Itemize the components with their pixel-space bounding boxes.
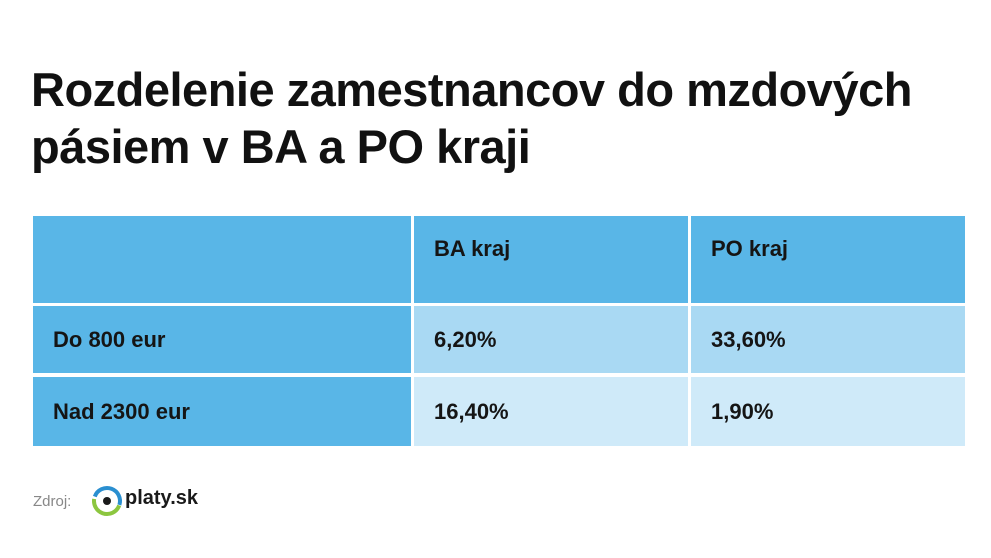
column-header: BA kraj [414,216,688,303]
table-cell: 16,40% [414,377,688,446]
source-label: Zdroj: [33,493,72,510]
logo-icon [92,486,122,516]
table-cell: 33,60% [691,306,965,373]
table-cell: 1,90% [691,377,965,446]
column-header: PO kraj [691,216,965,303]
row-label: Do 800 eur [33,306,411,373]
header-cell [33,216,411,303]
title-line: pásiem v BA a PO kraji [31,120,531,173]
logo-text: platy.sk [125,487,198,509]
table-cell: 6,20% [414,306,688,373]
row-label: Nad 2300 eur [33,377,411,446]
title-line: Rozdelenie zamestnancov do mzdových [31,63,912,116]
